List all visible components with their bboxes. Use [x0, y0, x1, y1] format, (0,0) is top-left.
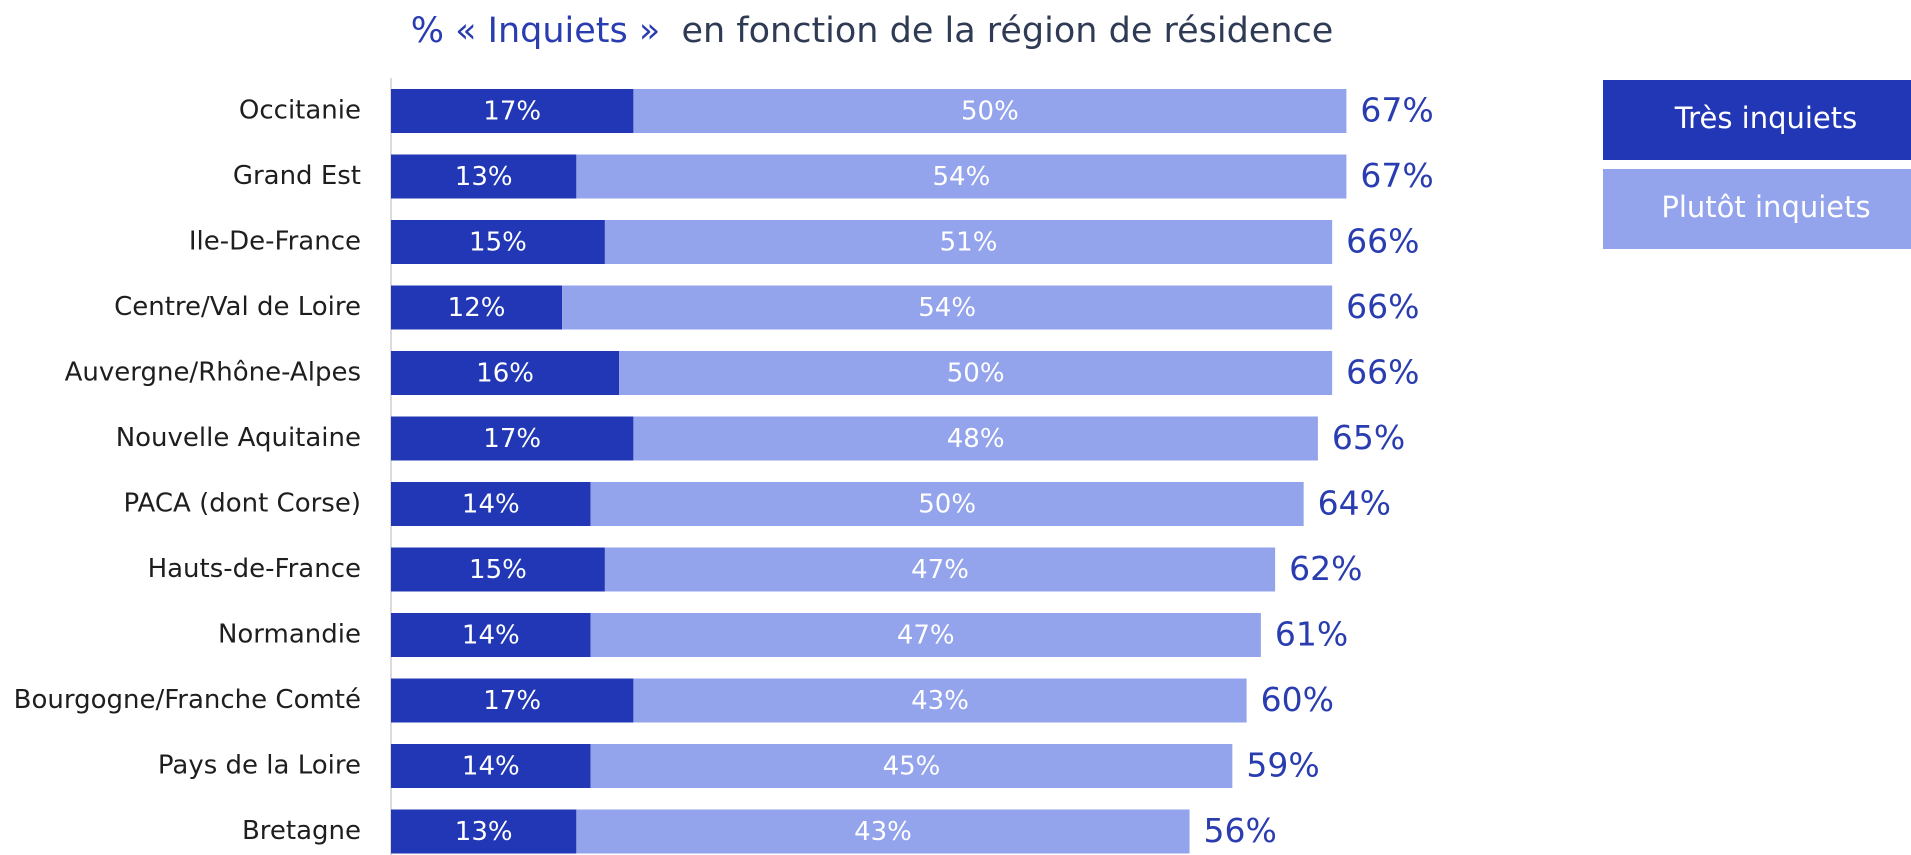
bar-segment [576, 154, 1347, 199]
value-label: 51% [940, 228, 998, 258]
category-label: Centre/Val de Loire [114, 292, 361, 322]
category-label: Ile-De-France [189, 227, 361, 257]
value-label: 14% [462, 752, 520, 782]
bar-segment [633, 416, 1318, 461]
bar-segment [633, 678, 1247, 723]
value-label: 16% [476, 359, 534, 389]
category-label: Occitanie [239, 96, 361, 126]
bar-segment [633, 89, 1347, 133]
value-label: 43% [911, 686, 969, 716]
legend-label: Plutôt inquiets [1661, 190, 1870, 224]
value-label: 50% [947, 359, 1005, 389]
category-label: Bretagne [242, 816, 361, 846]
category-label: PACA (dont Corse) [124, 489, 361, 519]
value-label: 48% [947, 424, 1005, 454]
value-label: 17% [483, 686, 541, 716]
value-label: 15% [469, 228, 527, 258]
bar-segment [391, 678, 634, 723]
category-label: Hauts-de-France [148, 554, 361, 584]
value-label: 14% [462, 621, 520, 651]
value-label: 17% [483, 424, 541, 454]
value-label: 13% [455, 162, 513, 192]
value-label: 47% [897, 621, 955, 651]
total-label: 59% [1246, 746, 1319, 785]
legend-label: Très inquiets [1674, 101, 1858, 135]
value-label: 54% [933, 162, 991, 192]
category-label: Auvergne/Rhône-Alpes [65, 358, 361, 388]
bar-segment [391, 809, 577, 854]
value-label: 14% [462, 490, 520, 520]
value-label: 50% [918, 490, 976, 520]
value-label: 13% [455, 817, 513, 847]
bar-segment [391, 220, 605, 264]
total-label: 67% [1360, 91, 1433, 130]
category-label: Bourgogne/Franche Comté [14, 685, 361, 715]
bar-segment [391, 89, 634, 133]
total-label: 65% [1332, 418, 1405, 457]
value-label: 17% [483, 97, 541, 127]
total-label: 56% [1204, 811, 1277, 850]
total-label: 66% [1346, 222, 1419, 261]
category-label: Grand Est [233, 161, 361, 191]
bar-segment [391, 482, 591, 526]
value-label: 43% [854, 817, 912, 847]
total-label: 66% [1346, 353, 1419, 392]
title-rest: en fonction de la région de résidence [681, 11, 1333, 51]
category-label: Pays de la Loire [158, 751, 361, 781]
legend-swatch [1603, 169, 1911, 249]
bar-segment [619, 351, 1333, 395]
bar-segment [391, 547, 605, 592]
value-label: 45% [883, 752, 941, 782]
value-label: 50% [961, 97, 1019, 127]
bar-segment [391, 416, 634, 461]
total-label: 62% [1289, 549, 1362, 588]
legend-swatch [1603, 80, 1911, 160]
bar-segment [590, 482, 1304, 526]
bar-segment [604, 220, 1333, 264]
bar-segment [391, 744, 591, 788]
bar-segment [590, 744, 1233, 788]
total-label: 66% [1346, 287, 1419, 326]
bar-segment [391, 351, 620, 395]
bar-segment [604, 547, 1276, 592]
value-label: 47% [911, 555, 969, 585]
bar-segment [391, 613, 591, 657]
bar-segment [391, 285, 563, 330]
value-label: 54% [918, 293, 976, 323]
value-label: 12% [448, 293, 506, 323]
category-label: Nouvelle Aquitaine [116, 423, 361, 453]
bar-segment [590, 613, 1261, 657]
total-label: 60% [1261, 680, 1334, 719]
chart-title: % « Inquiets » en fonction de la région … [411, 11, 1334, 51]
value-label: 15% [469, 555, 527, 585]
total-label: 64% [1318, 484, 1391, 523]
total-label: 61% [1275, 615, 1348, 654]
title-highlight: % « Inquiets » [411, 11, 661, 51]
category-label: Normandie [218, 620, 361, 650]
bar-segment [562, 285, 1333, 330]
bar-segment [391, 154, 577, 199]
total-label: 67% [1360, 156, 1433, 195]
bar-segment [576, 809, 1190, 854]
